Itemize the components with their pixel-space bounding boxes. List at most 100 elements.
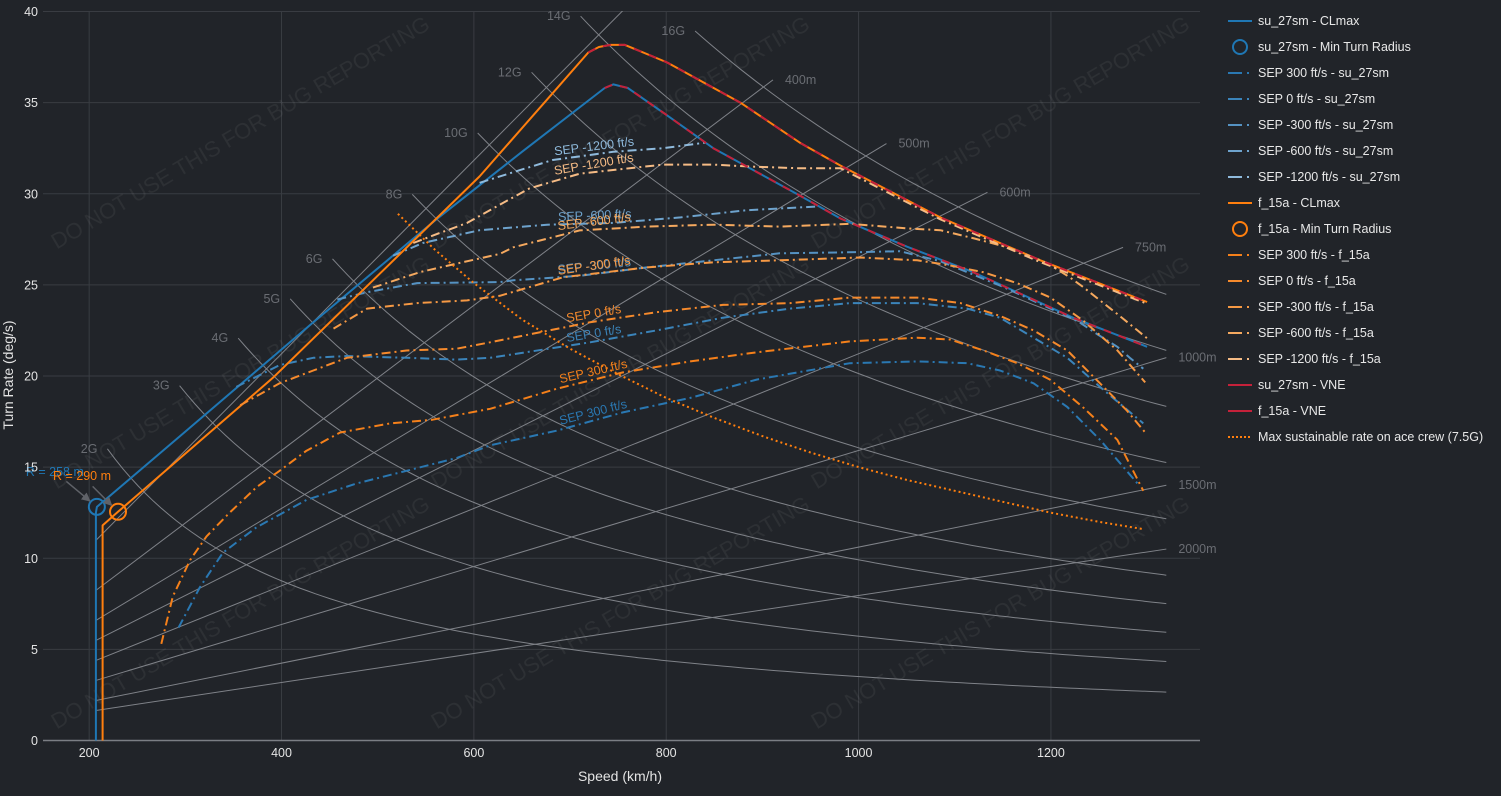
turn-radius-label: 2000m xyxy=(1178,542,1216,556)
g-load-label: 5G xyxy=(263,292,280,306)
legend-item-f15a-vne[interactable]: f_15a - VNE xyxy=(1222,398,1498,424)
g-load-line xyxy=(332,258,1167,576)
legend-label: SEP 300 ft/s - su_27sm xyxy=(1258,66,1390,80)
legend-label: SEP 0 ft/s - su_27sm xyxy=(1258,92,1376,106)
g-load-line xyxy=(411,194,1167,520)
y-axis-ticks: 0 5 10 15 20 25 30 35 40 xyxy=(24,5,38,748)
legend-label: SEP -600 ft/s - su_27sm xyxy=(1258,144,1394,158)
turn-radius-label: 1000m xyxy=(1178,351,1216,365)
legend-item-f15a-min-turn-radius[interactable]: f_15a - Min Turn Radius xyxy=(1222,216,1498,242)
legend-line-sample xyxy=(1228,306,1249,308)
legend-line-sample xyxy=(1228,176,1249,178)
legend-item-sep-minus1200-f15a[interactable]: SEP -1200 ft/s - f_15a xyxy=(1222,346,1498,372)
legend-item-f15a-clmax[interactable]: f_15a - CLmax xyxy=(1222,190,1498,216)
sep-1200-ft-s-su-27sm-line xyxy=(479,141,705,184)
legend-item-sep-minus600-su27sm[interactable]: SEP -600 ft/s - su_27sm xyxy=(1222,138,1498,164)
max-sustainable-rate-on-ace-crew-7-5g-line xyxy=(397,213,1144,531)
turn-radius-line xyxy=(95,143,887,621)
legend-line-sample xyxy=(1228,384,1252,386)
sep-300-ft-s-su-27sm-line xyxy=(337,250,1144,370)
legend-item-sep-0-su27sm[interactable]: SEP 0 ft/s - su_27sm xyxy=(1222,86,1498,112)
legend-label: su_27sm - VNE xyxy=(1258,378,1346,392)
legend-line-sample xyxy=(1228,72,1249,74)
x-tick-label: 400 xyxy=(271,746,292,760)
annotations: R = 258 mR = 290 m xyxy=(26,465,113,507)
y-tick-label: 20 xyxy=(24,370,38,384)
x-tick-label: 800 xyxy=(656,746,677,760)
legend-circle-glyph xyxy=(1232,221,1248,237)
legend: su_27sm - CLmax su_27sm - Min Turn Radiu… xyxy=(1222,8,1501,458)
turn-radius-line xyxy=(95,548,1167,711)
legend-item-sep-minus300-f15a[interactable]: SEP -300 ft/s - f_15a xyxy=(1222,294,1498,320)
min-radius-annotation: R = 290 m xyxy=(53,469,111,483)
g-load-label: 16G xyxy=(661,24,685,38)
reference-lines xyxy=(95,11,1167,711)
y-tick-label: 5 xyxy=(31,643,38,657)
annotation-arrow xyxy=(65,480,91,502)
sep-600-ft-s-su-27sm-line xyxy=(392,205,818,257)
legend-line-sample xyxy=(1228,436,1252,438)
x-axis-title: Speed (km/h) xyxy=(578,768,662,784)
legend-line-sample xyxy=(1228,332,1249,334)
min-turn-radius-marker xyxy=(109,502,128,521)
legend-line-sample xyxy=(1228,98,1249,100)
legend-item-su27sm-min-turn-radius[interactable]: su_27sm - Min Turn Radius xyxy=(1222,34,1498,60)
turn-radius-line xyxy=(95,246,1124,661)
g-load-line xyxy=(531,71,1167,407)
sep-curve-label: SEP -600 ft/s xyxy=(558,207,632,224)
x-tick-label: 200 xyxy=(79,746,100,760)
legend-item-su27sm-vne[interactable]: su_27sm - VNE xyxy=(1222,372,1498,398)
legend-label: SEP -300 ft/s - su_27sm xyxy=(1258,118,1394,132)
turn-radius-label: 1500m xyxy=(1178,478,1216,492)
g-load-line xyxy=(580,15,1167,351)
legend-item-sep-minus1200-su27sm[interactable]: SEP -1200 ft/s - su_27sm xyxy=(1222,164,1498,190)
g-load-line xyxy=(106,448,1167,693)
turn-radius-line xyxy=(95,357,1167,681)
y-tick-label: 35 xyxy=(24,96,38,110)
legend-label: f_15a - Min Turn Radius xyxy=(1258,222,1392,236)
min-turn-radius-marker xyxy=(87,497,106,516)
legend-item-sep-300-f15a[interactable]: SEP 300 ft/s - f_15a xyxy=(1222,242,1498,268)
y-axis-title: Turn Rate (deg/s) xyxy=(0,320,16,429)
legend-item-max-sustainable-rate[interactable]: Max sustainable rate on ace crew (7.5G) xyxy=(1222,424,1498,450)
turn-radius-line xyxy=(95,484,1167,701)
g-load-label: 2G xyxy=(81,442,98,456)
g-load-label: 6G xyxy=(306,252,323,266)
legend-line-sample xyxy=(1228,124,1249,126)
legend-label: Max sustainable rate on ace crew (7.5G) xyxy=(1258,430,1484,444)
legend-line-sample xyxy=(1228,202,1252,204)
legend-item-sep-0-f15a[interactable]: SEP 0 ft/s - f_15a xyxy=(1222,268,1498,294)
min-radius-annotation: R = 258 m xyxy=(26,465,84,479)
legend-item-sep-300-su27sm[interactable]: SEP 300 ft/s - su_27sm xyxy=(1222,60,1498,86)
legend-item-su27sm-clmax[interactable]: su_27sm - CLmax xyxy=(1222,8,1498,34)
legend-line-sample xyxy=(1228,280,1249,282)
x-tick-label: 1200 xyxy=(1037,746,1065,760)
g-load-line xyxy=(237,337,1167,633)
legend-label: SEP -600 ft/s - f_15a xyxy=(1258,326,1374,340)
legend-line-sample xyxy=(1228,410,1252,412)
legend-circle-glyph xyxy=(1232,39,1248,55)
legend-label: SEP -300 ft/s - f_15a xyxy=(1258,300,1374,314)
g-load-line xyxy=(179,385,1167,662)
turn-radius-label: 750m xyxy=(1135,240,1166,254)
reference-line-labels: 2G 3G 4G 5G 6G 8G 10G 12G 14G 16G 400m 500m 600m 750m… xyxy=(81,9,1217,556)
legend-label: SEP 0 ft/s - f_15a xyxy=(1258,274,1356,288)
g-load-line xyxy=(477,132,1167,463)
legend-label: SEP 300 ft/s - f_15a xyxy=(1258,248,1370,262)
sep-0-ft-s-su-27sm-line xyxy=(235,302,1144,425)
legend-item-sep-minus300-su27sm[interactable]: SEP -300 ft/s - su_27sm xyxy=(1222,112,1498,138)
legend-item-sep-minus600-f15a[interactable]: SEP -600 ft/s - f_15a xyxy=(1222,320,1498,346)
y-tick-label: 15 xyxy=(24,461,38,475)
legend-marker-sample xyxy=(1232,39,1248,55)
legend-label: f_15a - VNE xyxy=(1258,404,1327,418)
legend-label: f_15a - CLmax xyxy=(1258,196,1340,210)
y-tick-label: 30 xyxy=(24,187,38,201)
g-load-label: 3G xyxy=(153,379,170,393)
legend-label: SEP -1200 ft/s - su_27sm xyxy=(1258,170,1401,184)
legend-label: su_27sm - CLmax xyxy=(1258,14,1360,28)
x-tick-label: 600 xyxy=(463,746,484,760)
sep-300-ft-s-su-27sm-line xyxy=(177,360,1139,628)
f-15a-vne-line xyxy=(587,43,1148,303)
sep-0-ft-s-f-15a-line xyxy=(239,296,1146,434)
sep-1200-ft-s-f-15a-line xyxy=(412,163,1148,305)
